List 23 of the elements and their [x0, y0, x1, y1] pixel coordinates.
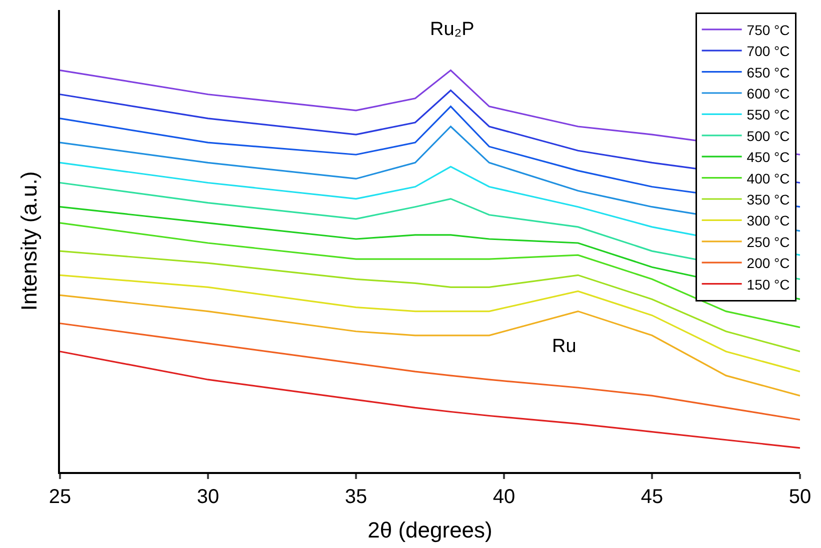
legend-label: 450 °C — [746, 149, 790, 166]
annotation: Ru — [552, 336, 576, 357]
x-tick-label: 35 — [344, 486, 368, 508]
x-axis-title: 2θ (degrees) — [368, 517, 492, 542]
x-tick-label: 50 — [788, 486, 812, 508]
legend-label: 200 °C — [746, 255, 790, 272]
legend-label: 550 °C — [746, 106, 790, 123]
x-tick-label: 30 — [196, 486, 220, 508]
x-tick-label: 25 — [48, 486, 72, 508]
legend-label: 250 °C — [746, 234, 790, 250]
legend-label: 600 °C — [746, 85, 790, 102]
x-tick-label: 40 — [492, 486, 516, 508]
legend-label: 500 °C — [746, 128, 790, 144]
legend-label: 750 °C — [746, 22, 790, 38]
y-axis-title: Intensity (a.u.) — [16, 171, 42, 311]
x-tick-label: 45 — [640, 486, 664, 508]
legend-label: 150 °C — [746, 276, 790, 292]
text: Ru₂P — [430, 19, 474, 40]
legend-label: 700 °C — [746, 43, 790, 60]
legend-label: 350 °C — [746, 191, 790, 208]
legend-label: 650 °C — [746, 64, 790, 80]
legend-label: 300 °C — [746, 212, 790, 229]
legend-label: 400 °C — [746, 170, 790, 186]
